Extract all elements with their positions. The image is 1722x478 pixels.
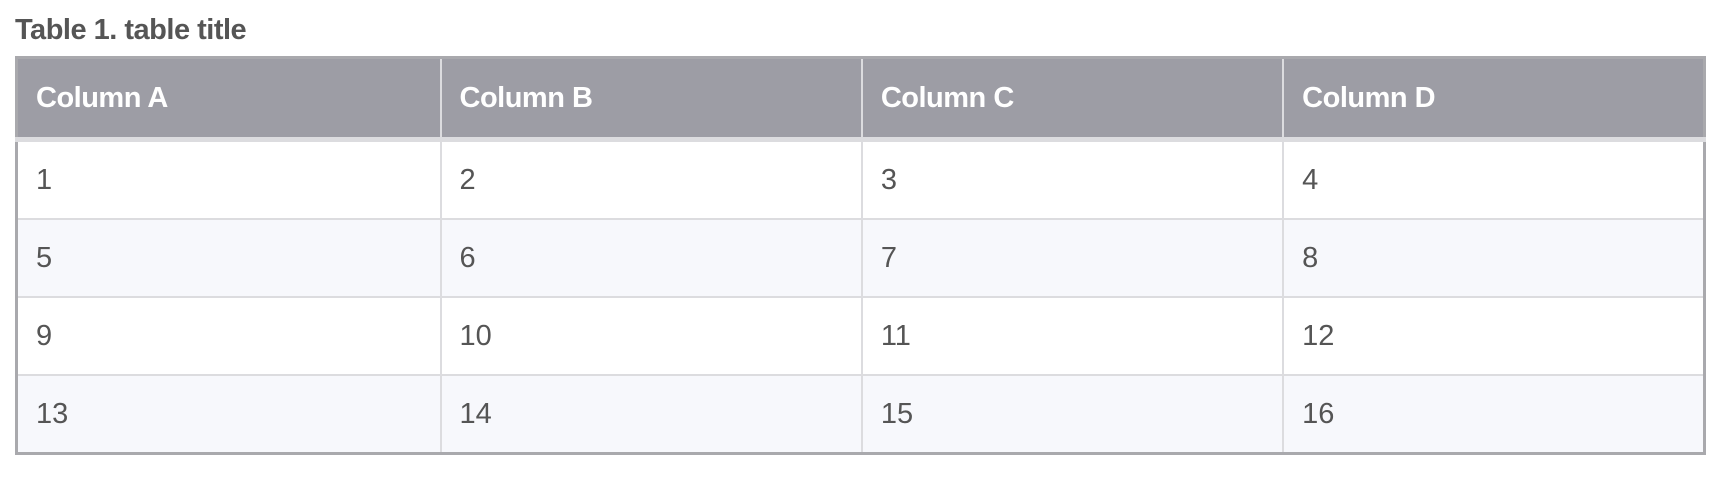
table-row: 5 6 7 8 bbox=[15, 218, 1706, 298]
column-header-d: Column D bbox=[1282, 56, 1706, 142]
table-cell: 14 bbox=[439, 374, 863, 455]
data-table: Column A Column B Column C Column D 1 2 … bbox=[15, 56, 1706, 455]
table-cell: 10 bbox=[439, 296, 863, 376]
table-cell: 9 bbox=[15, 296, 442, 376]
table-cell: 6 bbox=[439, 218, 863, 298]
table-cell: 2 bbox=[439, 138, 863, 220]
table-cell: 5 bbox=[15, 218, 442, 298]
table-cell: 1 bbox=[15, 138, 442, 220]
column-header-a: Column A bbox=[15, 56, 442, 142]
table-cell: 4 bbox=[1282, 138, 1706, 220]
table-cell: 11 bbox=[860, 296, 1285, 376]
table-row: 9 10 11 12 bbox=[15, 296, 1706, 376]
table-title: Table 1. table title bbox=[15, 14, 247, 46]
table-cell: 7 bbox=[860, 218, 1285, 298]
table-cell: 8 bbox=[1282, 218, 1706, 298]
header-row: Column A Column B Column C Column D bbox=[15, 56, 1706, 142]
table-cell: 16 bbox=[1282, 374, 1706, 455]
table-cell: 12 bbox=[1282, 296, 1706, 376]
column-header-c: Column C bbox=[860, 56, 1285, 142]
table-cell: 13 bbox=[15, 374, 442, 455]
table-row: 13 14 15 16 bbox=[15, 374, 1706, 455]
table-cell: 15 bbox=[860, 374, 1285, 455]
table-cell: 3 bbox=[860, 138, 1285, 220]
table-row: 1 2 3 4 bbox=[15, 138, 1706, 220]
column-header-b: Column B bbox=[439, 56, 863, 142]
